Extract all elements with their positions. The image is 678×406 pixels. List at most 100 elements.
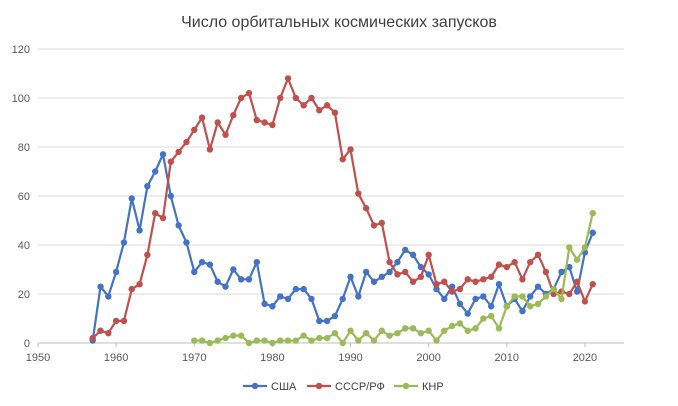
legend-item: СССР/РФ: [307, 381, 385, 393]
data-point: [417, 330, 425, 337]
data-point: [370, 337, 378, 344]
data-point: [112, 317, 120, 325]
data-point: [511, 258, 518, 266]
data-point: [456, 285, 464, 293]
data-point: [402, 268, 409, 276]
axes: 0 20 40 60 80 100 120 1950 1960 1970 1980 1990 2000 2…: [12, 44, 624, 364]
data-point: [323, 102, 331, 109]
data-point: [464, 276, 471, 283]
data-point: [230, 332, 237, 339]
y-tick-label: 40: [18, 240, 30, 252]
data-point: [448, 322, 456, 330]
data-point: [347, 273, 354, 281]
data-point: [277, 293, 284, 300]
legend: США СССР/РФ КНР: [243, 381, 444, 393]
data-point: [573, 278, 581, 285]
data-point: [183, 138, 190, 146]
data-point: [253, 116, 260, 124]
series-2: [89, 75, 596, 342]
legend-swatch-marker: [402, 382, 410, 390]
data-point: [191, 337, 198, 344]
data-point: [206, 146, 214, 153]
data-point: [472, 295, 479, 303]
data-point: [284, 295, 292, 303]
data-point: [183, 239, 190, 246]
data-point: [284, 75, 292, 82]
y-tick-label: 120: [12, 44, 30, 56]
data-point: [402, 246, 409, 254]
data-point: [495, 261, 503, 268]
data-point: [144, 183, 151, 190]
data-point: [542, 268, 550, 276]
data-point: [206, 261, 214, 268]
data-point: [277, 337, 284, 344]
data-point: [487, 312, 495, 320]
data-point: [89, 334, 96, 342]
data-point: [269, 121, 276, 129]
data-point: [355, 293, 362, 300]
data-point: [300, 102, 307, 109]
data-point: [198, 114, 206, 121]
series-group: [89, 75, 596, 347]
data-point: [589, 281, 596, 288]
data-point: [378, 219, 385, 227]
data-point: [144, 251, 151, 258]
x-tick-label: 1990: [338, 352, 362, 364]
data-point: [480, 276, 487, 283]
data-point: [292, 94, 300, 102]
data-point: [191, 126, 198, 134]
data-point: [159, 151, 167, 158]
data-point: [355, 337, 362, 344]
data-point: [503, 303, 510, 310]
data-point: [316, 334, 323, 342]
data-point: [136, 227, 143, 234]
data-point: [331, 109, 339, 116]
data-point: [97, 283, 104, 290]
data-point: [355, 190, 362, 197]
data-point: [159, 214, 167, 222]
y-tick-label: 60: [18, 191, 30, 203]
data-point: [386, 258, 393, 266]
data-point: [378, 327, 385, 334]
data-point: [237, 276, 245, 283]
data-point: [480, 315, 487, 322]
data-point: [464, 327, 471, 334]
data-point: [495, 325, 503, 332]
data-point: [378, 273, 385, 281]
legend-item: КНР: [394, 381, 444, 393]
data-point: [566, 263, 573, 271]
data-point: [386, 268, 393, 276]
data-point: [120, 317, 128, 325]
data-point: [550, 285, 557, 293]
data-point: [323, 334, 331, 342]
data-point: [175, 222, 182, 229]
data-point: [331, 330, 339, 337]
data-point: [519, 276, 526, 283]
data-point: [362, 205, 370, 212]
x-tick-label: 1960: [104, 352, 128, 364]
data-point: [284, 337, 292, 344]
data-point: [534, 251, 542, 258]
gridlines: [38, 48, 624, 295]
data-point: [167, 192, 175, 200]
x-tick-label: 1950: [26, 352, 50, 364]
data-point: [214, 119, 221, 126]
data-point: [136, 281, 143, 288]
data-point: [230, 266, 237, 273]
data-point: [191, 268, 198, 276]
data-point: [394, 258, 401, 266]
data-point: [534, 300, 542, 307]
data-point: [534, 283, 542, 290]
data-point: [198, 258, 206, 266]
data-point: [581, 298, 589, 305]
y-tick-label: 80: [18, 142, 30, 154]
data-point: [152, 209, 159, 217]
data-point: [589, 209, 596, 217]
data-point: [503, 263, 510, 271]
series-line: [194, 212, 594, 345]
data-point: [573, 288, 581, 295]
data-point: [527, 258, 534, 266]
data-point: [308, 337, 315, 344]
data-point: [448, 288, 456, 295]
